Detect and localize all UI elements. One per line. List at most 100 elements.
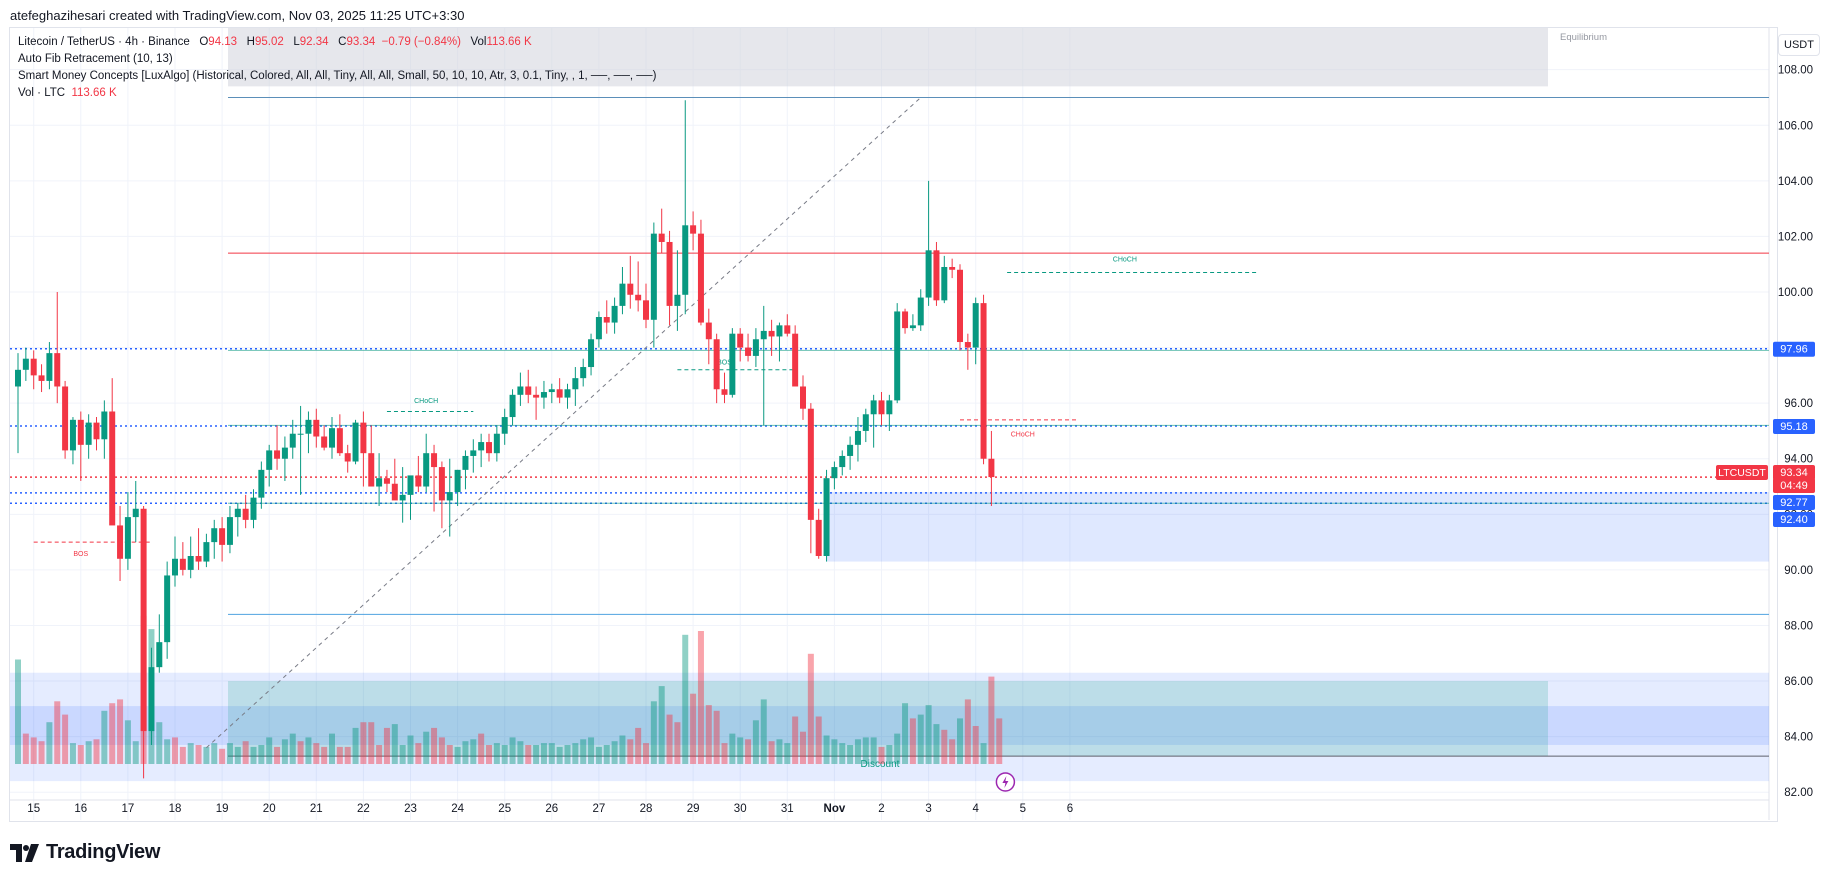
- price-badge-last[interactable]: 93.34: [1773, 465, 1815, 480]
- volume-bar: [815, 716, 822, 764]
- price-badge-ltc[interactable]: LTCUSDT: [1716, 465, 1768, 480]
- volume-bar: [909, 718, 916, 764]
- candle-body: [619, 283, 626, 306]
- volume-bar: [297, 741, 304, 764]
- high-value: 95.02: [254, 36, 284, 48]
- candle-body: [22, 358, 29, 370]
- legend-fib-row[interactable]: Auto Fib Retracement (10, 13): [18, 53, 173, 65]
- candle-body: [800, 386, 806, 409]
- candle-body: [588, 339, 595, 368]
- vol-label: Vol: [470, 36, 487, 48]
- candle-body: [933, 250, 940, 301]
- candle-body: [140, 508, 147, 732]
- volume-bar: [886, 745, 893, 764]
- volume-bar: [109, 703, 116, 764]
- time-tick-label: 24: [451, 803, 464, 815]
- volume-bar: [376, 745, 383, 764]
- bos-label-left: BOS: [73, 551, 88, 558]
- volume-bar: [792, 716, 799, 764]
- price-badge-text: 97.96: [1780, 344, 1808, 356]
- candle-body: [15, 369, 21, 387]
- volume-bar: [62, 714, 69, 764]
- candle-body: [470, 450, 477, 456]
- price-badge-92.77[interactable]: 92.77: [1773, 495, 1815, 510]
- volume-bar: [321, 746, 328, 764]
- candle-body: [415, 475, 422, 487]
- candle-body: [737, 333, 744, 348]
- volume-bar: [478, 733, 485, 764]
- discount-zone-inner: [10, 706, 1769, 745]
- candle-body: [682, 225, 689, 295]
- open-label: O: [199, 36, 209, 48]
- candle-body: [540, 392, 547, 398]
- time-tick-label: 6: [1067, 803, 1073, 815]
- tradingview-logo[interactable]: TradingView: [10, 841, 160, 864]
- candle-body: [831, 467, 838, 479]
- fib-trend-line: [206, 97, 922, 749]
- price-tick-label: 90.00: [1784, 565, 1813, 577]
- volume-bar: [203, 746, 210, 764]
- candle-body: [305, 419, 312, 434]
- volume-bar: [117, 699, 124, 764]
- candle-body: [925, 250, 932, 298]
- candle-body: [329, 428, 335, 448]
- volume-bar: [917, 714, 924, 764]
- price-badge-text: 92.77: [1780, 497, 1808, 509]
- volume-bar: [391, 724, 398, 764]
- candle-body: [62, 386, 69, 451]
- volume-bar: [697, 631, 704, 764]
- candlesticks: [15, 100, 995, 779]
- candle-body: [949, 266, 956, 270]
- volume-bar: [658, 686, 665, 764]
- price-badge-95.18[interactable]: 95.18: [1773, 418, 1815, 434]
- price-badge-timer[interactable]: 04:49: [1773, 478, 1815, 493]
- volume-bar: [705, 705, 712, 764]
- candle-body: [713, 339, 720, 390]
- symbol-title[interactable]: Litecoin / TetherUS · 4h · Binance: [18, 36, 190, 48]
- time-tick-label: 23: [404, 803, 417, 815]
- volume-bar: [737, 737, 744, 764]
- volume-bar: [627, 739, 634, 764]
- volume-bar: [588, 737, 595, 764]
- price-badge-97.96[interactable]: 97.96: [1773, 341, 1815, 357]
- volume-bar: [729, 733, 736, 764]
- time-tick-label: 3: [925, 803, 931, 815]
- symbol-badge-text: LTCUSDT: [1718, 467, 1766, 479]
- volume-bar: [674, 722, 681, 764]
- volume-bar: [572, 743, 579, 764]
- candle-body: [854, 430, 861, 445]
- candle-body: [219, 528, 226, 545]
- candle-body: [909, 325, 916, 329]
- volume-bar: [383, 727, 390, 764]
- legend-symbol-row[interactable]: Litecoin / TetherUS · 4h · Binance O94.1…: [18, 34, 656, 51]
- time-tick-label: 28: [640, 803, 653, 815]
- candle-body: [234, 508, 241, 518]
- candle-body: [572, 378, 579, 390]
- price-badge-92.40[interactable]: 92.40: [1773, 512, 1815, 527]
- volume-bar: [423, 731, 430, 764]
- legend-volume-row[interactable]: Vol · LTC 113.66 K: [18, 85, 656, 102]
- candle-body: [399, 494, 406, 501]
- candle-body: [156, 642, 163, 668]
- candle-body: [509, 394, 516, 418]
- flash-replay-button[interactable]: [995, 772, 1016, 792]
- candle-body: [30, 358, 37, 376]
- legend-smc-row[interactable]: Smart Money Concepts [LuxAlgo] (Historic…: [18, 70, 657, 82]
- volume-bar: [972, 726, 979, 764]
- volume-bar: [839, 743, 846, 764]
- currency-button[interactable]: USDT: [1778, 34, 1820, 56]
- volume-bar: [776, 739, 783, 764]
- volume-bar: [548, 743, 555, 764]
- price-tick-label: 106.00: [1778, 120, 1813, 132]
- volume-bar: [46, 722, 53, 764]
- volume-bar: [69, 743, 76, 764]
- volume-bar: [941, 729, 948, 764]
- candle-body: [486, 442, 492, 454]
- volume-bar: [603, 745, 610, 764]
- price-badge-bg: [1773, 478, 1815, 493]
- time-tick-label: 25: [498, 803, 511, 815]
- order-block-zone: [826, 492, 1769, 562]
- candle-body: [666, 241, 673, 306]
- volume-bar: [690, 693, 697, 764]
